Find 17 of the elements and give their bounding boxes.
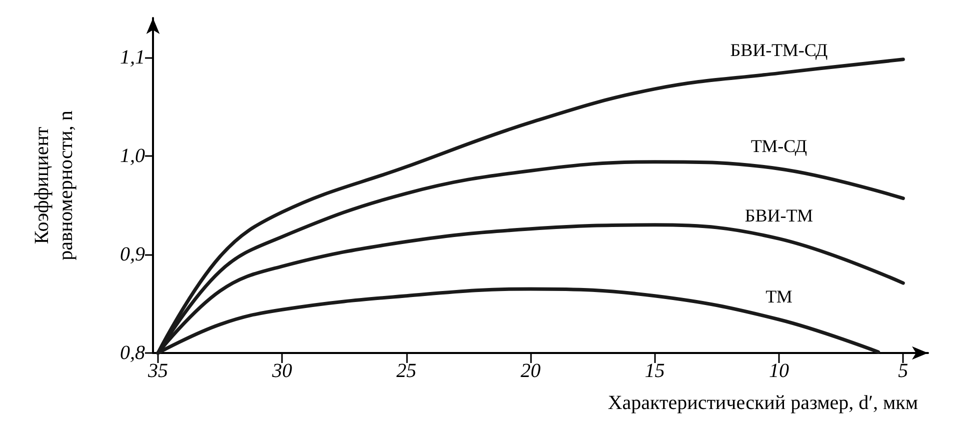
series-label: БВИ-ТМ — [744, 206, 814, 226]
x-tick-label: 20 — [520, 360, 541, 382]
y-axis-title: Коэффициент равномерности, n — [31, 110, 77, 260]
y-tick-label: 1,0 — [120, 144, 145, 167]
x-axis-title: Характеристический размер, d′, мкм — [608, 392, 918, 414]
series-label: ТМ — [766, 286, 792, 306]
series-label: БВИ-ТМ-СД — [730, 40, 828, 60]
series-label: ТМ-СД — [750, 136, 808, 156]
y-tick-label: 0,8 — [120, 342, 145, 364]
x-tick-label: 25 — [396, 360, 416, 382]
x-tick-label: 35 — [146, 360, 168, 382]
y-tick-label: 0,9 — [120, 243, 145, 266]
x-tick-label: 15 — [644, 360, 665, 382]
x-tick-label: 10 — [768, 360, 789, 382]
x-tick-label: 5 — [898, 360, 908, 382]
y-tick-label: 1,1 — [120, 46, 145, 68]
x-tick-label: 30 — [271, 360, 292, 382]
